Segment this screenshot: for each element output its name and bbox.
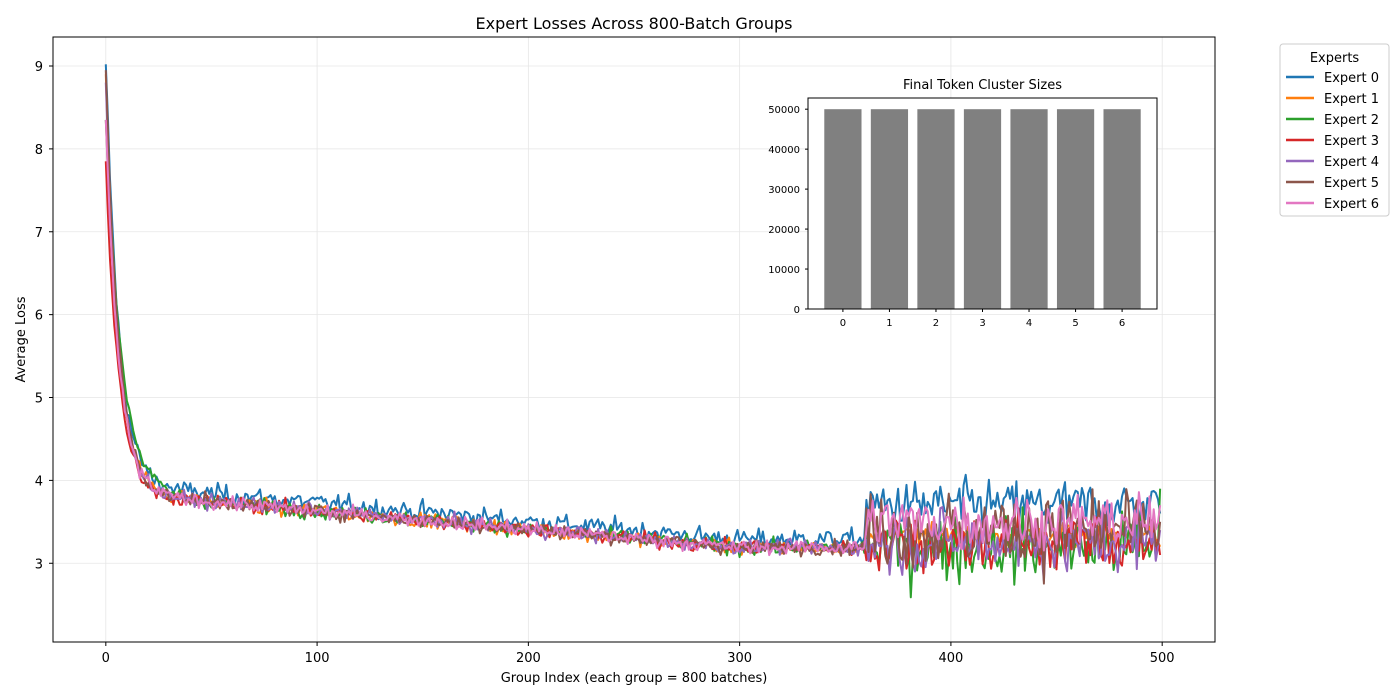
legend-label-expert-1: Expert 1 (1324, 92, 1379, 107)
x-tick-label: 500 (1150, 651, 1175, 666)
legend-label-expert-6: Expert 6 (1324, 197, 1379, 212)
legend-title: Experts (1310, 51, 1360, 66)
legend-label-expert-5: Expert 5 (1324, 176, 1379, 191)
inset-y-tick-label: 40000 (768, 145, 800, 156)
y-tick-label: 7 (35, 226, 43, 241)
inset-bar (824, 109, 862, 309)
legend-box (1279, 43, 1390, 217)
legend-label-expert-0: Expert 0 (1324, 71, 1379, 86)
inset-x-tick-label: 3 (979, 318, 985, 329)
legend-label-expert-4: Expert 4 (1324, 155, 1379, 170)
inset-x-tick-label: 2 (933, 318, 939, 329)
x-tick-label: 0 (102, 651, 110, 666)
x-tick-label: 200 (516, 651, 541, 666)
inset-y-tick-label: 20000 (768, 225, 800, 236)
inset-bar-chart: 0 1 2 3 4 5 6 0 10000 20000 30000 40000 50000 (768, 97, 1158, 329)
y-tick-label: 4 (35, 474, 43, 489)
legend: Expert 0 Expert 1 Expert 2 Expert 3 Expert 4… (1279, 43, 1390, 217)
y-tick-label: 5 (35, 392, 43, 407)
inset-x-tick-label: 0 (840, 318, 846, 329)
x-tick-label: 400 (938, 651, 963, 666)
inset-x-tick-label: 6 (1119, 318, 1125, 329)
inset-bar (1010, 109, 1048, 309)
x-tick-label: 300 (727, 651, 752, 666)
x-tick-label: 100 (305, 651, 330, 666)
inset-x-tick-label: 5 (1072, 318, 1078, 329)
series-line-expert-6 (104, 119, 1162, 557)
inset-y-tick-label: 10000 (768, 265, 800, 276)
legend-label-expert-2: Expert 2 (1324, 113, 1379, 128)
x-axis-label: Group Index (each group = 800 batches) (501, 671, 768, 686)
inset-x-tick-label: 1 (886, 318, 892, 329)
plot-frame (52, 36, 1216, 643)
inset-y-tick-label: 50000 (768, 105, 800, 116)
chart-title: Expert Losses Across 800-Batch Groups (476, 14, 793, 33)
inset-y-tick-label: 0 (794, 305, 800, 316)
inset-chart-title: Final Token Cluster Sizes (903, 78, 1062, 93)
inset-bar (917, 109, 955, 309)
y-tick-label: 3 (35, 557, 43, 572)
y-axis-label: Average Loss (14, 296, 29, 382)
inset-bar (1103, 109, 1141, 309)
legend-label-expert-3: Expert 3 (1324, 134, 1379, 149)
y-tick-label: 8 (35, 143, 43, 158)
inset-bar (870, 109, 909, 309)
inset-bar (1056, 109, 1095, 309)
inset-y-tick-label: 30000 (768, 185, 800, 196)
inset-bar (963, 109, 1002, 309)
inset-x-tick-label: 4 (1026, 318, 1032, 329)
y-tick-label: 6 (35, 309, 43, 324)
y-tick-label: 9 (35, 60, 43, 75)
